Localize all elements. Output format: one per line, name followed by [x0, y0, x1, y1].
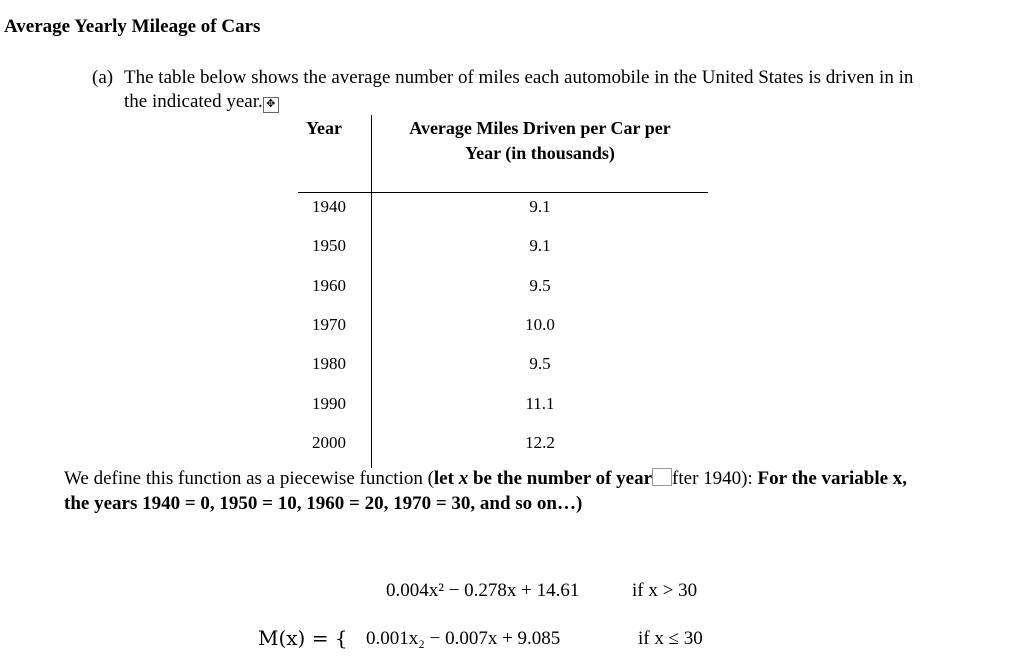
cell-miles: 10.0: [525, 314, 555, 334]
header-miles: Average Miles Driven per Car per Year (in…: [380, 116, 700, 166]
part-a-text-line1: The table below shows the average number…: [124, 67, 914, 88]
condition-2: if x ≤ 30: [638, 628, 703, 649]
def-var: x: [458, 468, 469, 489]
table-move-handle-icon[interactable]: ✥: [262, 97, 279, 113]
cell-miles: 9.1: [529, 197, 551, 216]
cell-year: 2000: [312, 432, 346, 452]
cell-year: 1980: [312, 354, 346, 374]
condition-1: if x > 30: [632, 580, 698, 601]
def-text: fter 1940): [672, 468, 748, 489]
table-vertical-divider: [371, 115, 372, 468]
cell-year: 1970: [312, 314, 346, 334]
function-name: M(x) = {: [258, 626, 348, 650]
part-a-text-line2: the indicated year. ✥: [124, 90, 279, 114]
page-title: Average Yearly Mileage of Cars: [4, 16, 261, 37]
header-year: Year: [306, 118, 342, 138]
piece-2: 0.001x₂ − 0.007x + 9.085: [366, 628, 561, 649]
definition-line1: We define this function as a piecewise f…: [64, 467, 907, 491]
cell-miles: 9.5: [529, 354, 551, 374]
def-text: :: [747, 468, 758, 489]
cell-miles: 11.1: [525, 393, 555, 413]
def-text: We define this function as a piecewise f…: [64, 468, 434, 489]
cell-miles: 9.5: [529, 275, 551, 295]
cell-year: 1960: [312, 275, 346, 295]
piece-1: 0.004x² − 0.278x + 14.61: [386, 580, 580, 601]
definition-line2: the years 1940 = 0, 1950 = 10, 1960 = 20…: [64, 493, 583, 514]
cell-year: 1940: [312, 197, 346, 216]
def-bold: For the variable x,: [757, 468, 908, 489]
def-bold: let: [433, 468, 459, 489]
part-a-text: the indicated year.: [124, 91, 263, 112]
cell-year: 1990: [312, 393, 346, 413]
part-a-label: (a): [92, 67, 114, 88]
header-miles-line1: Average Miles Driven per Car per: [409, 118, 671, 138]
cell-miles: 12.2: [525, 432, 555, 452]
cell-miles: 9.1: [529, 236, 551, 256]
def-bold: be the number of year: [468, 468, 653, 489]
table-header-divider: [298, 192, 708, 193]
header-miles-line2: Year (in thousands): [465, 143, 615, 163]
cell-year: 1950: [312, 236, 346, 256]
comment-box[interactable]: [652, 468, 673, 486]
